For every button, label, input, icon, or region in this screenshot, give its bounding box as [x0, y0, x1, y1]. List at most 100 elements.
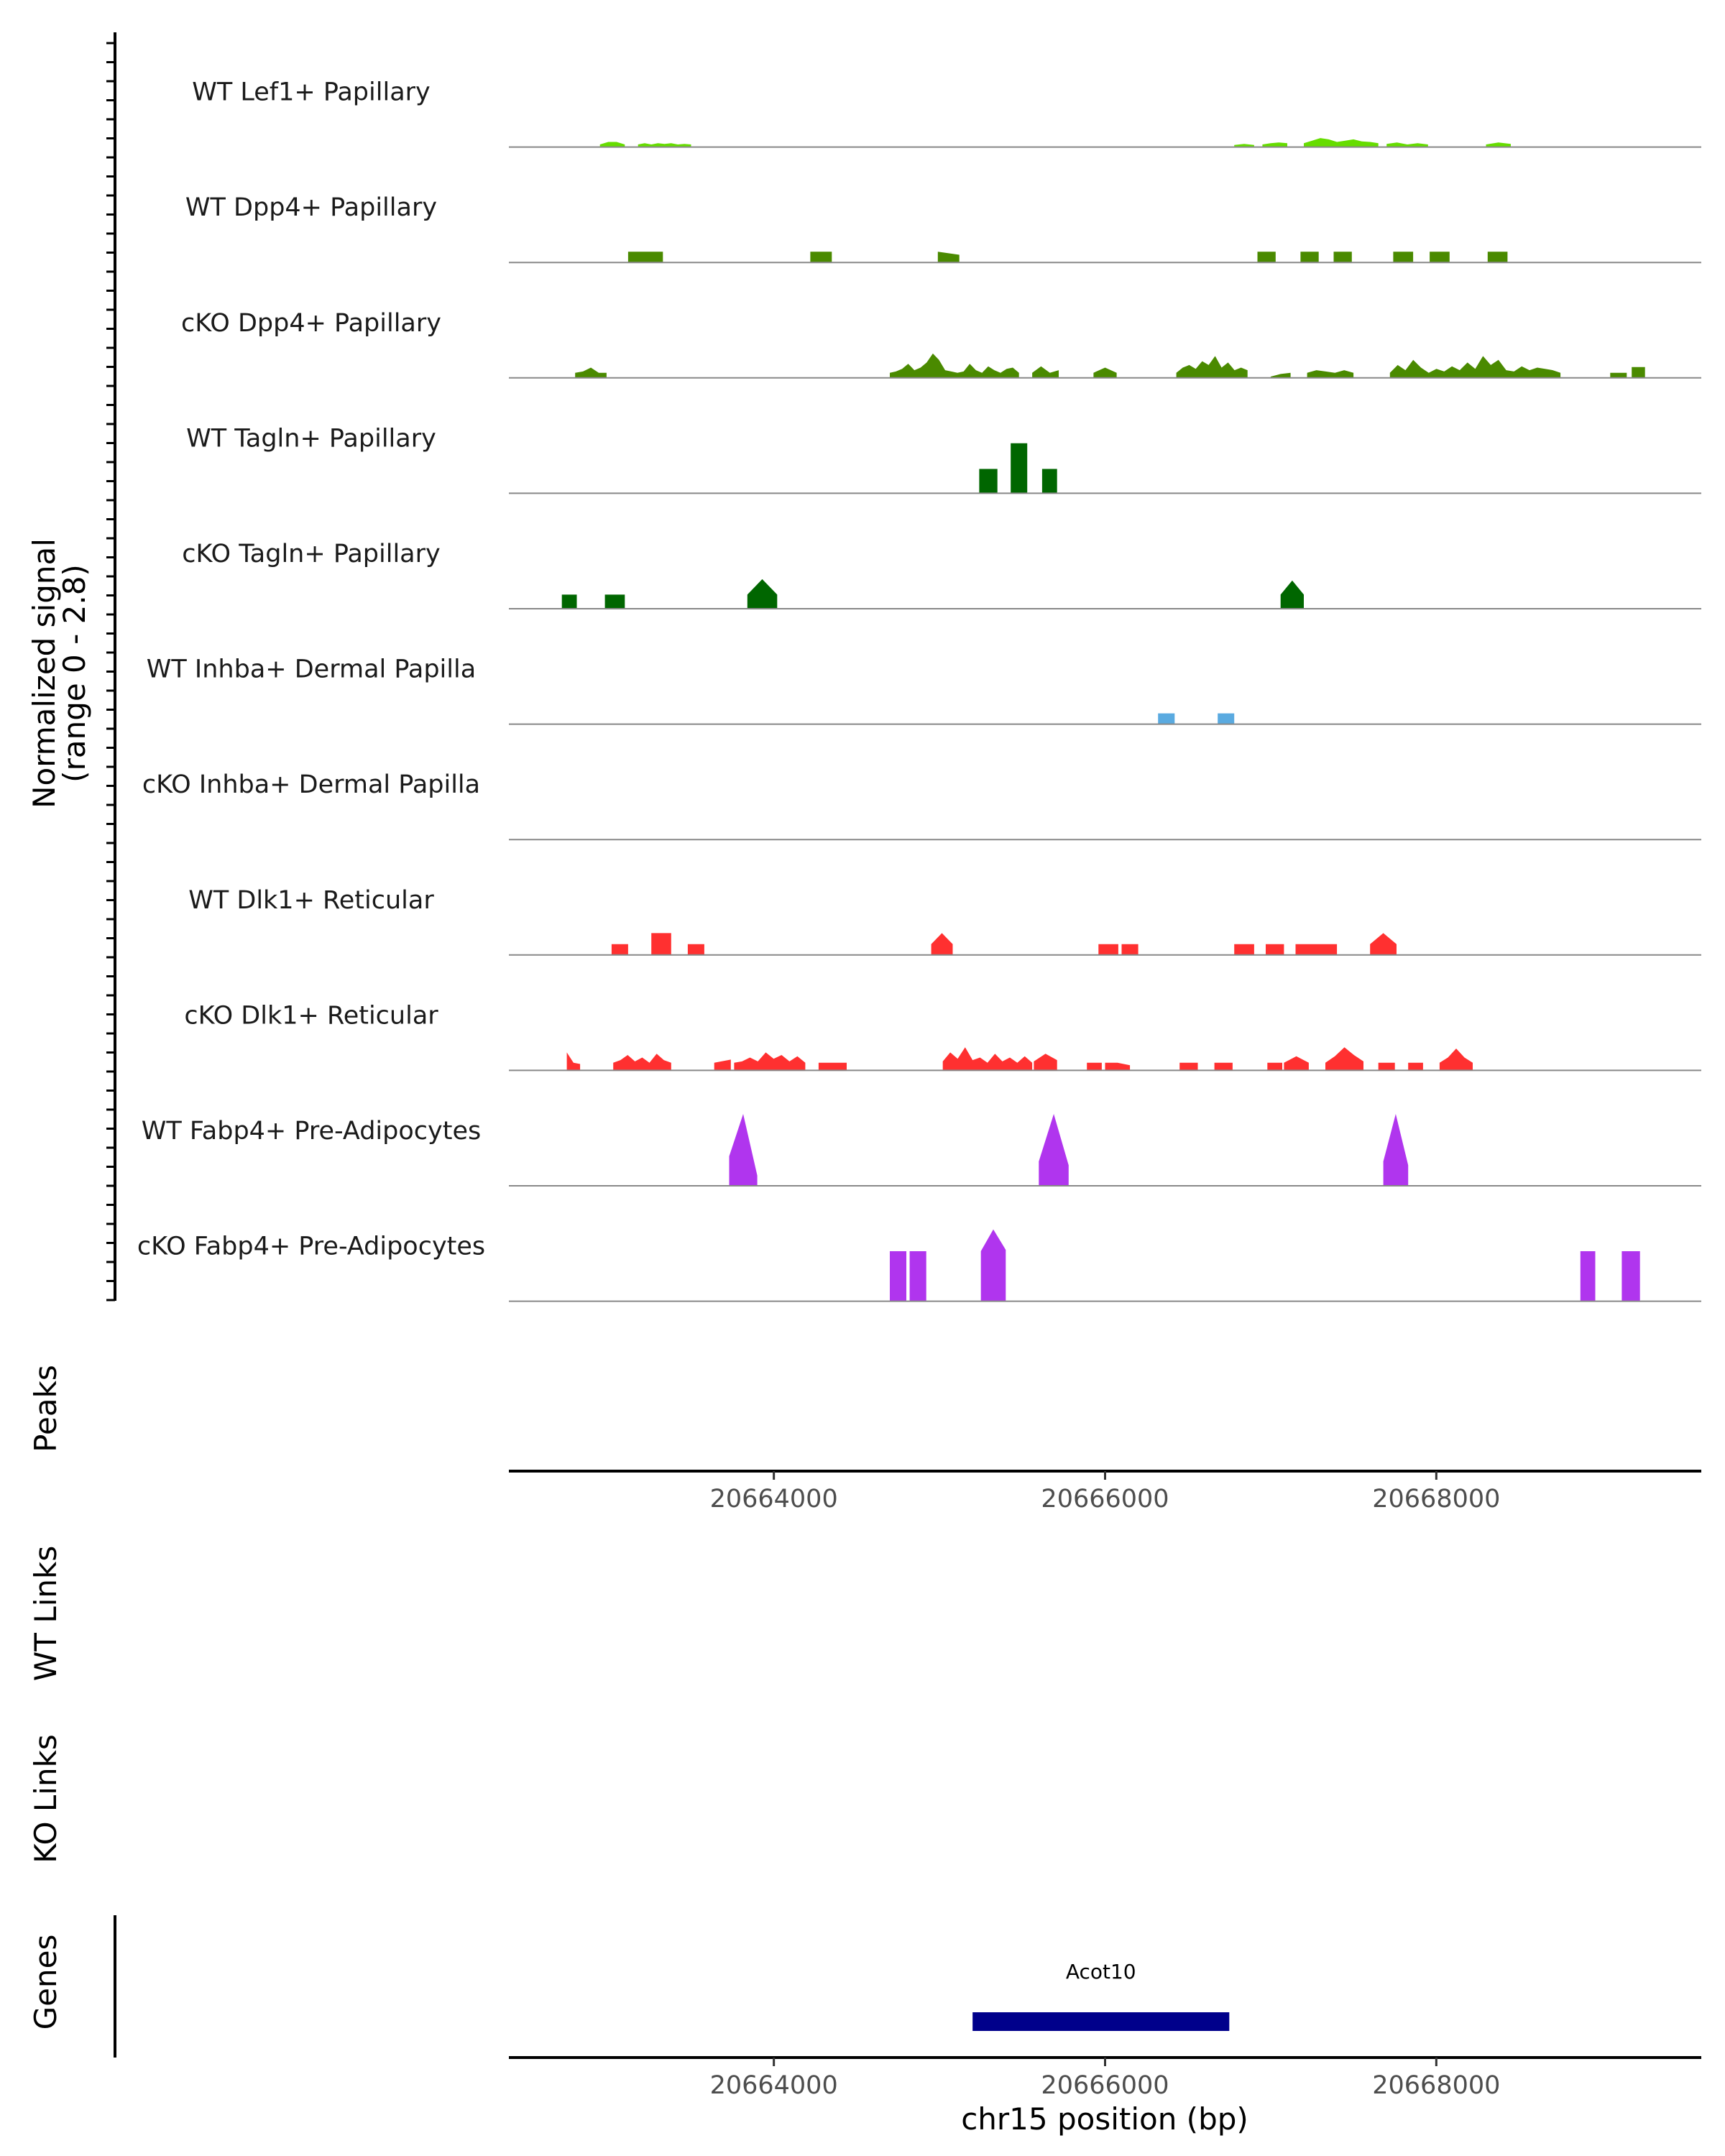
signal-area [747, 579, 778, 609]
signal-area [687, 944, 704, 955]
signal-area [1280, 580, 1304, 609]
track-wt-fabp4-pre-adipocytes: WT Fabp4+ Pre-Adipocytes [142, 1114, 1701, 1187]
signal-area [931, 933, 953, 955]
signal-area [1267, 1062, 1282, 1071]
signal-area [1307, 370, 1354, 378]
y-axis-label: Normalized signal [27, 538, 62, 808]
signal-area [1270, 372, 1291, 378]
signal-area [1487, 252, 1508, 263]
signal-area [1041, 469, 1057, 494]
signal-area [599, 142, 625, 147]
signal-area [1386, 142, 1428, 147]
signal-y-ticks [106, 42, 115, 1302]
signal-area [1325, 1047, 1363, 1071]
track-label: WT Fabp4+ Pre-Adipocytes [142, 1117, 481, 1146]
track-cko-dpp4-papillary: cKO Dpp4+ Papillary [181, 309, 1701, 379]
track-wt-dpp4-papillary: WT Dpp4+ Papillary [185, 193, 1701, 264]
signal-area [1087, 1062, 1102, 1071]
signal-area [575, 367, 607, 378]
gene-label: Acot10 [1066, 1960, 1136, 1984]
signal-area [1266, 944, 1284, 955]
signal-area [1622, 1251, 1640, 1302]
track-label: cKO Tagln+ Papillary [182, 540, 441, 568]
signal-area [1098, 944, 1118, 955]
genes-x-tick-label: 20666000 [1041, 2071, 1169, 2100]
signal-area [566, 1052, 581, 1071]
signal-area [890, 353, 1019, 378]
track-label: WT Tagln+ Papillary [186, 424, 436, 453]
x-axis-label: chr15 position (bp) [961, 2101, 1248, 2137]
coverage-tracks: WT Lef1+ Papillary WT Dpp4+ Papillary cKO … [137, 78, 1701, 1302]
peaks-x-tick-label: 20668000 [1372, 1485, 1500, 1514]
wt-links-panel-label: WT Links [28, 1546, 63, 1681]
track-wt-tagln-papillary: WT Tagln+ Papillary [186, 424, 1701, 494]
track-wt-lef1-papillary: WT Lef1+ Papillary [192, 78, 1701, 148]
signal-area [890, 1251, 906, 1302]
track-label: WT Lef1+ Papillary [192, 78, 431, 107]
track-wt-inhba-dermal-papilla: WT Inhba+ Dermal Papilla [147, 655, 1701, 725]
signal-area [1300, 252, 1319, 263]
signal-area [1389, 356, 1561, 378]
signal-area [1430, 252, 1450, 263]
signal-area [937, 252, 960, 263]
signal-area [1121, 944, 1138, 955]
genes-x-ticks: 20664000 20666000 20668000 [710, 2058, 1500, 2100]
track-cko-fabp4-pre-adipocytes: cKO Fabp4+ Pre-Adipocytes [137, 1229, 1701, 1302]
signal-area [1011, 443, 1028, 494]
signal-area [1486, 142, 1511, 147]
signal-area [979, 469, 998, 494]
peaks-x-tick-label: 20666000 [1041, 1485, 1169, 1514]
track-label: WT Dlk1+ Reticular [188, 886, 434, 915]
signal-area [1234, 944, 1254, 955]
signal-area [1218, 713, 1235, 724]
signal-area [1295, 944, 1338, 955]
peaks-x-tick-label: 20664000 [710, 1485, 838, 1514]
signal-area [1176, 356, 1248, 378]
signal-area [1284, 1056, 1309, 1071]
signal-area [1370, 933, 1397, 955]
signal-area [729, 1114, 758, 1186]
signal-area [611, 944, 628, 955]
signal-area [604, 594, 625, 609]
signal-area [818, 1062, 847, 1071]
signal-area [1257, 252, 1276, 263]
signal-area [1632, 367, 1645, 378]
signal-area [1333, 252, 1352, 263]
track-cko-inhba-dermal-papilla: cKO Inhba+ Dermal Papilla [142, 770, 1701, 841]
track-cko-tagln-papillary: cKO Tagln+ Papillary [182, 540, 1701, 609]
track-label: cKO Dlk1+ Reticular [184, 1001, 438, 1030]
signal-area [810, 252, 832, 263]
y-axis-range-label: (range 0 - 2.8) [57, 564, 92, 783]
peaks-panel-label: Peaks [28, 1365, 63, 1452]
signal-area [1304, 138, 1379, 147]
signal-area [909, 1251, 926, 1302]
gene-annotations: Acot10 [972, 1960, 1230, 2031]
track-label: WT Inhba+ Dermal Papilla [147, 655, 476, 684]
track-cko-dlk1-reticular: cKO Dlk1+ Reticular [184, 1001, 1701, 1072]
signal-area [1214, 1062, 1233, 1071]
signal-area [1234, 144, 1254, 147]
track-wt-dlk1-reticular: WT Dlk1+ Reticular [188, 886, 1701, 956]
track-label: cKO Fabp4+ Pre-Adipocytes [137, 1233, 485, 1261]
signal-area [1439, 1049, 1473, 1071]
signal-area [1039, 1114, 1069, 1186]
signal-area [638, 143, 691, 147]
signal-area [1158, 713, 1175, 724]
signal-area [1034, 1054, 1057, 1071]
gene-acot10 [972, 2012, 1230, 2031]
signal-area [651, 933, 671, 955]
genes-x-tick-label: 20664000 [710, 2071, 838, 2100]
signal-area [980, 1229, 1006, 1302]
track-label: WT Dpp4+ Papillary [185, 193, 437, 222]
signal-area [1580, 1251, 1596, 1302]
signal-area [1378, 1062, 1395, 1071]
track-label: cKO Dpp4+ Papillary [181, 309, 441, 338]
signal-area [1610, 372, 1627, 378]
signal-area [1393, 252, 1414, 263]
signal-area [561, 594, 577, 609]
signal-area [1262, 142, 1287, 147]
signal-area [714, 1059, 731, 1071]
track-label: cKO Inhba+ Dermal Papilla [142, 770, 480, 799]
peaks-x-ticks: 20664000 20666000 20668000 [710, 1471, 1500, 1514]
